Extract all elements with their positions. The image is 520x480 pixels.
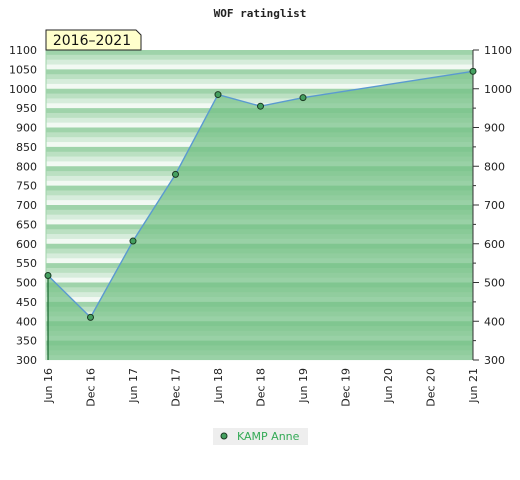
data-area — [47, 70, 474, 360]
y-left-tick-label: 1050 — [9, 63, 37, 76]
chart-title: WOF ratinglist — [214, 7, 307, 20]
x-tick-label: Jun 18 — [212, 368, 225, 404]
y-left-tick-label: 650 — [16, 218, 37, 231]
x-tick-label: Dec 17 — [170, 368, 183, 407]
legend-box — [213, 428, 308, 445]
background-band — [46, 83, 473, 90]
y-right-tick-label: 800 — [484, 160, 505, 173]
y-left-tick-label: 1100 — [9, 44, 37, 57]
x-tick-label: Jun 20 — [382, 368, 395, 404]
y-left-tick-label: 950 — [16, 102, 37, 115]
background-band — [46, 93, 473, 99]
background-band — [46, 98, 473, 104]
y-left-tick-label: 300 — [16, 354, 37, 367]
y-left-tick-label: 750 — [16, 180, 37, 193]
series-area — [48, 71, 473, 360]
y-left-tick-label: 350 — [16, 335, 37, 348]
y-right-tick-label: 900 — [484, 122, 505, 135]
x-tick-label: Dec 16 — [85, 368, 98, 407]
y-left-tick-label: 1000 — [9, 83, 37, 96]
data-point — [87, 313, 94, 321]
background-band — [46, 74, 473, 80]
data-point — [129, 237, 137, 245]
x-tick-label: Jun 16 — [42, 368, 55, 404]
y-right-tick-label: 700 — [484, 199, 505, 212]
y-right-tick-label: 600 — [484, 238, 505, 251]
y-right-tick-label: 500 — [484, 277, 505, 290]
y-left-tick-label: 400 — [16, 315, 37, 328]
x-tick-label: Jun 17 — [127, 368, 140, 404]
background-band — [46, 79, 473, 85]
background-band — [46, 88, 473, 95]
range-label: 2016–2021 — [53, 33, 131, 49]
data-point — [299, 94, 307, 102]
y-left-tick-label: 500 — [16, 277, 37, 290]
background-band — [46, 64, 473, 70]
background-band — [46, 69, 473, 75]
y-right-tick-label: 1100 — [484, 44, 512, 57]
background-band — [46, 50, 473, 56]
legend-marker-icon — [220, 432, 228, 440]
x-tick-label: Dec 18 — [255, 368, 268, 407]
y-left-tick-label: 600 — [16, 238, 37, 251]
axes: 300 350 400 450 500 550 600 650 700 750 800 850 900 9… — [9, 44, 512, 407]
y-right-tick-label: 400 — [484, 315, 505, 328]
y-right-tick-label: 1000 — [484, 83, 512, 96]
x-tick-label: Dec 19 — [340, 368, 353, 407]
y-left-tick-label: 850 — [16, 141, 37, 154]
y-left-tick-label: 800 — [16, 160, 37, 173]
data-point — [469, 67, 477, 75]
series-line — [47, 70, 474, 319]
range-badge: 2016–2021 — [45, 29, 142, 51]
x-tick-label: Dec 20 — [425, 368, 438, 407]
range-badge-box — [45, 29, 142, 51]
y-right-tick-label: 300 — [484, 354, 505, 367]
data-point — [44, 272, 52, 280]
background-band — [46, 59, 473, 66]
data-point — [257, 102, 264, 110]
y-left-tick-label: 700 — [16, 199, 37, 212]
y-left-tick-label: 450 — [16, 296, 37, 309]
x-tick-label: Jun 21 — [467, 368, 480, 404]
points — [44, 67, 477, 321]
legend-series-name: KAMP Anne — [237, 430, 300, 443]
x-tick-label: Jun 19 — [297, 368, 310, 404]
y-left-tick-label: 550 — [16, 257, 37, 270]
y-left-tick-label: 900 — [16, 122, 37, 135]
legend: KAMP Anne — [213, 428, 308, 445]
background-band — [46, 54, 473, 61]
data-point — [172, 170, 179, 178]
data-point — [214, 91, 222, 99]
